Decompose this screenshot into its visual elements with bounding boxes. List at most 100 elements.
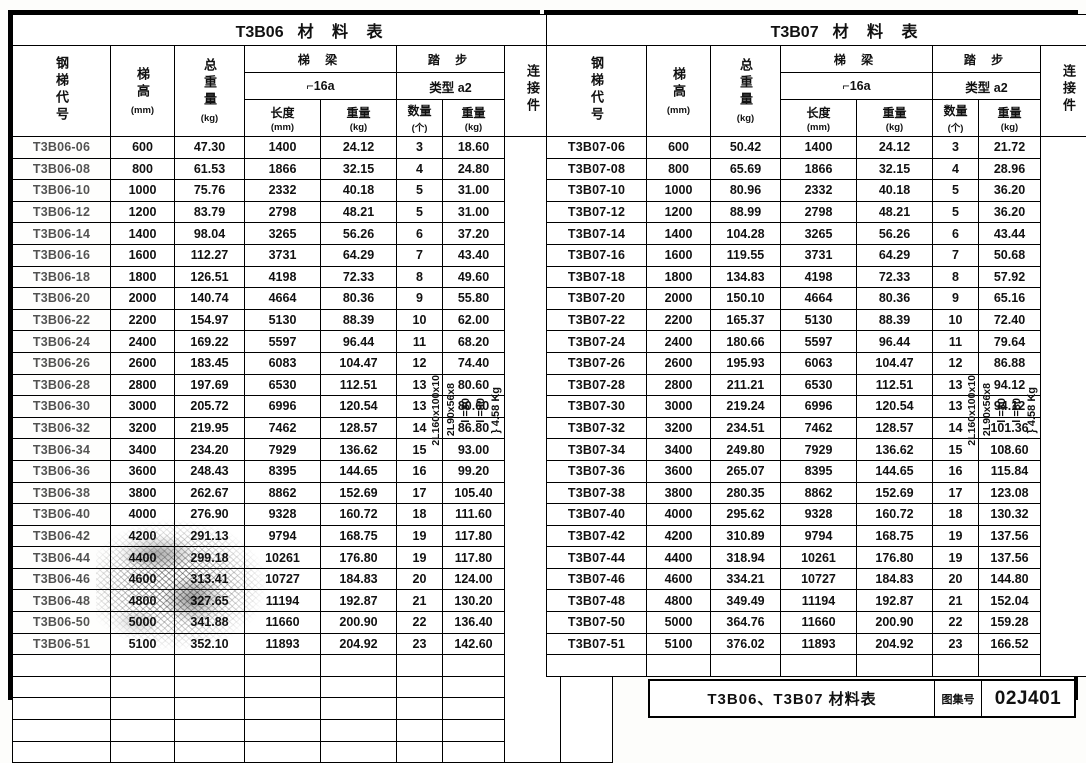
cell-beam-weight: 120.54: [321, 396, 397, 418]
cell-total-weight: 234.20: [175, 439, 245, 461]
cell-beam-weight: 24.12: [857, 137, 933, 159]
cell-beam-length: 10261: [781, 547, 857, 569]
cell-total-weight: 291.13: [175, 525, 245, 547]
title-block: T3B06、T3B07 材料表 图集号 02J401: [648, 679, 1076, 718]
header-step-count: 数量(个): [397, 100, 443, 137]
cell-height: 4000: [647, 504, 711, 526]
cell-beam-weight: 96.44: [321, 331, 397, 353]
cell-total-weight: 50.42: [711, 137, 781, 159]
cell-height: 3800: [647, 482, 711, 504]
header-beam-section: ⌐16a: [781, 73, 933, 100]
cell-height: 800: [647, 158, 711, 180]
cell-height: 5000: [647, 612, 711, 634]
cell-height: 3400: [647, 439, 711, 461]
cell-beam-length: 1400: [781, 137, 857, 159]
cell-code: T3B06-26: [13, 352, 111, 374]
cell-height: 2800: [111, 374, 175, 396]
cell-height: 2200: [111, 309, 175, 331]
cell-empty: [245, 676, 321, 698]
cell-height: 5000: [111, 612, 175, 634]
cell-beam-weight: 200.90: [857, 612, 933, 634]
cell-code: T3B07-30: [547, 396, 647, 418]
cell-beam-length: 4198: [245, 266, 321, 288]
cell-code: T3B07-44: [547, 547, 647, 569]
cell-total-weight: 180.66: [711, 331, 781, 353]
cell-total-weight: 119.55: [711, 244, 781, 266]
cell-code: T3B07-22: [547, 309, 647, 331]
cell-empty: [857, 655, 933, 677]
cell-empty: [443, 655, 505, 677]
cell-code: T3B07-26: [547, 352, 647, 374]
cell-beam-length: 5597: [781, 331, 857, 353]
cell-step-count: 9: [397, 288, 443, 310]
cell-empty: [443, 698, 505, 720]
cell-step-weight: 137.56: [979, 547, 1041, 569]
table-title-code: T3B07: [771, 24, 819, 41]
cell-beam-length: 10727: [245, 568, 321, 590]
cell-total-weight: 219.24: [711, 396, 781, 418]
cell-beam-weight: 176.80: [321, 547, 397, 569]
cell-step-weight: 130.20: [443, 590, 505, 612]
cell-total-weight: 165.37: [711, 309, 781, 331]
cell-empty: [245, 698, 321, 720]
cell-beam-weight: 204.92: [321, 633, 397, 655]
cell-beam-weight: 128.57: [321, 417, 397, 439]
cell-beam-length: 5597: [245, 331, 321, 353]
cell-height: 1800: [647, 266, 711, 288]
cell-height: 1400: [647, 223, 711, 245]
header-height: 梯高 (mm): [111, 46, 175, 137]
cell-code: T3B07-34: [547, 439, 647, 461]
cell-beam-weight: 184.83: [857, 568, 933, 590]
cell-beam-length: 11194: [245, 590, 321, 612]
cell-code: T3B07-18: [547, 266, 647, 288]
cell-height: 1000: [647, 180, 711, 202]
cell-total-weight: 364.76: [711, 612, 781, 634]
cell-total-weight: 295.62: [711, 504, 781, 526]
cell-step-count: 22: [933, 612, 979, 634]
cell-total-weight: 154.97: [175, 309, 245, 331]
cell-step-weight: 142.60: [443, 633, 505, 655]
cell-step-count: 4: [933, 158, 979, 180]
cell-beam-length: 6083: [245, 352, 321, 374]
cell-beam-length: 11194: [781, 590, 857, 612]
cell-total-weight: 197.69: [175, 374, 245, 396]
cell-beam-length: 3265: [781, 223, 857, 245]
cell-step-count: 12: [933, 352, 979, 374]
cell-step-weight: 57.92: [979, 266, 1041, 288]
cell-empty: [245, 655, 321, 677]
cell-empty: [443, 676, 505, 698]
cell-step-count: 5: [933, 201, 979, 223]
cell-empty: [397, 698, 443, 720]
cell-beam-length: 6996: [781, 396, 857, 418]
cell-beam-weight: 32.15: [321, 158, 397, 180]
header-beam-length: 长度(mm): [245, 100, 321, 137]
cell-step-count: 8: [933, 266, 979, 288]
cell-height: 800: [111, 158, 175, 180]
cell-step-weight: 166.52: [979, 633, 1041, 655]
cell-empty: [111, 655, 175, 677]
cell-code: T3B07-12: [547, 201, 647, 223]
cell-total-weight: 219.95: [175, 417, 245, 439]
cell-height: 3200: [111, 417, 175, 439]
title-block-sheet-name: T3B06、T3B07 材料表: [650, 681, 934, 716]
cell-empty: [443, 741, 505, 763]
cell-beam-length: 10727: [781, 568, 857, 590]
cell-total-weight: 104.28: [711, 223, 781, 245]
cell-step-weight: 37.20: [443, 223, 505, 245]
cell-beam-weight: 72.33: [857, 266, 933, 288]
cell-height: 600: [647, 137, 711, 159]
title-block-set-label: 图集号: [934, 681, 981, 716]
cell-empty: [175, 741, 245, 763]
cell-code: T3B07-40: [547, 504, 647, 526]
header-step-type: 类型 a2: [933, 73, 1041, 100]
cell-code: T3B06-16: [13, 244, 111, 266]
cell-code: T3B07-28: [547, 374, 647, 396]
cell-empty: [397, 655, 443, 677]
cell-code: T3B06-14: [13, 223, 111, 245]
cell-code: T3B07-06: [547, 137, 647, 159]
